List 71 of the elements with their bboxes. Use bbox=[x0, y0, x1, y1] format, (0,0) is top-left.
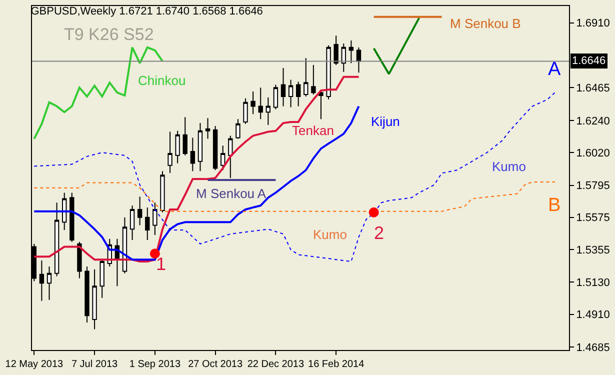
candlestick bbox=[168, 131, 172, 174]
candlestick bbox=[318, 89, 324, 120]
series-label: M Senkou B bbox=[450, 16, 521, 31]
y-tick-label: 1.4910 bbox=[576, 309, 610, 322]
candlestick bbox=[130, 205, 135, 240]
x-tick-label: 1 Sep 2013 bbox=[129, 359, 181, 370]
candlestick bbox=[334, 35, 338, 66]
candlestick bbox=[182, 116, 188, 156]
y-tick-label: 1.5130 bbox=[576, 277, 610, 290]
candlestick bbox=[280, 67, 286, 107]
x-tick-label: 27 Oct 2013 bbox=[188, 359, 243, 370]
series-label: B bbox=[548, 195, 561, 216]
annotation: Kumo bbox=[492, 159, 526, 174]
candlestick bbox=[205, 118, 210, 140]
candlestick bbox=[54, 202, 60, 277]
candlestick bbox=[266, 96, 270, 126]
y-tick-label: 1.5795 bbox=[576, 180, 610, 192]
x-tick-label: 22 Dec 2013 bbox=[247, 359, 304, 370]
series-label: Chinkou bbox=[138, 73, 186, 88]
candlestick bbox=[70, 192, 74, 242]
candlestick bbox=[39, 260, 44, 302]
y-tick-label: 1.6910 bbox=[576, 18, 610, 30]
candlestick bbox=[100, 258, 104, 298]
series-label: A bbox=[548, 59, 561, 80]
candlestick bbox=[326, 44, 331, 100]
candlestick bbox=[160, 170, 165, 213]
candlestick bbox=[250, 91, 256, 115]
candlestick bbox=[190, 137, 196, 172]
annotation: T9 K26 S52 bbox=[64, 25, 154, 44]
candlestick bbox=[137, 196, 142, 226]
y-tick-label: 1.6465 bbox=[576, 82, 610, 94]
annotation: Kumo bbox=[313, 227, 347, 242]
candlestick bbox=[236, 118, 240, 140]
candlestick bbox=[311, 64, 316, 95]
y-tick-label: 1.5355 bbox=[576, 244, 610, 256]
candlestick bbox=[220, 145, 226, 171]
candlestick bbox=[122, 216, 128, 274]
candlestick bbox=[84, 266, 90, 323]
annotation: 1 bbox=[156, 254, 166, 274]
candlestick bbox=[62, 192, 67, 231]
candlestick bbox=[243, 98, 248, 124]
y-tick-label: 1.6020 bbox=[576, 147, 610, 160]
candlestick bbox=[296, 81, 301, 107]
candlestick bbox=[341, 42, 346, 72]
candlestick bbox=[228, 135, 233, 178]
series-label: Tenkan bbox=[292, 123, 334, 138]
candlestick bbox=[77, 241, 82, 279]
candlestick bbox=[288, 79, 294, 108]
y-tick-label: 1.6240 bbox=[576, 115, 610, 128]
candlestick bbox=[304, 58, 308, 98]
candlestick bbox=[46, 266, 52, 300]
candlestick bbox=[258, 87, 263, 120]
y-tick-label: 1.5575 bbox=[576, 212, 610, 224]
candlestick bbox=[356, 47, 362, 74]
candlestick bbox=[273, 84, 278, 110]
y-tick-label: 1.4685 bbox=[576, 342, 610, 354]
candlestick bbox=[348, 40, 354, 64]
annotation: 2 bbox=[374, 223, 384, 243]
candlestick bbox=[175, 130, 180, 164]
chart-title: GBPUSD,Weekly 1.6721 1.6740 1.6568 1.6646 bbox=[30, 6, 263, 18]
candlestick bbox=[145, 206, 150, 240]
candlestick bbox=[198, 122, 203, 172]
x-tick-label: 7 Jul 2013 bbox=[71, 359, 118, 370]
x-tick-label: 16 Feb 2014 bbox=[308, 359, 365, 370]
series-label: M Senkou A bbox=[196, 186, 266, 201]
candlestick bbox=[152, 202, 158, 236]
ref-line-label: 1.6646 bbox=[572, 55, 606, 67]
x-tick-label: 12 May 2013 bbox=[5, 359, 64, 370]
candlestick bbox=[212, 125, 218, 171]
series-label: Kijun bbox=[371, 114, 400, 129]
candlestick bbox=[92, 268, 97, 330]
